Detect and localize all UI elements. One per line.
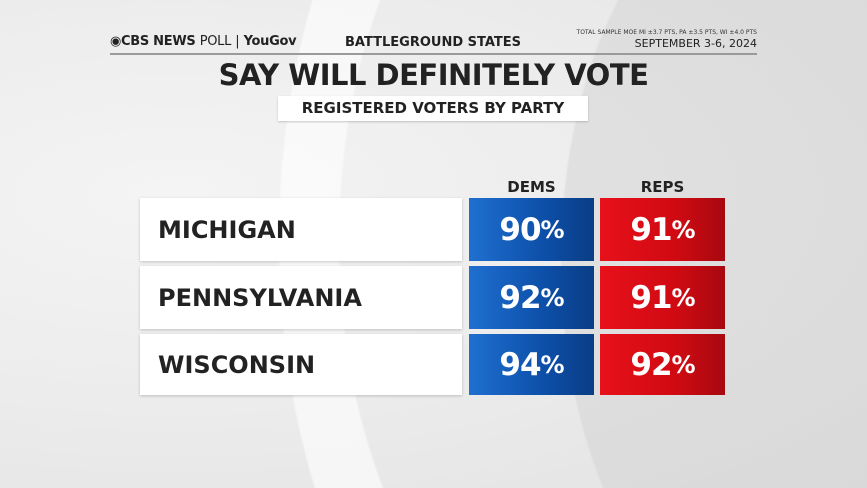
cbs-news-poll-yougov-logo: ◉CBS NEWS POLL | YouGov (110, 34, 297, 49)
percent-sign: % (671, 350, 696, 379)
column-header-reps: REPS (640, 178, 685, 196)
percent-sign: % (671, 283, 696, 312)
value-label: 92 (499, 279, 541, 316)
percent-sign: % (540, 350, 565, 379)
dems-value-cell: 90% (469, 198, 594, 261)
section-label: BATTLEGROUND STATES (345, 35, 522, 50)
reps-value-cell: 91% (600, 266, 725, 329)
chart-subtitle: REGISTERED VOTERS BY PARTY (278, 96, 588, 121)
column-header-dems: DEMS (507, 178, 556, 196)
value-label: 92 (630, 346, 672, 383)
value-label: 94 (499, 346, 541, 383)
reps-value-cell: 92% (600, 334, 725, 395)
header-divider (110, 53, 757, 55)
dems-value-cell: 92% (469, 266, 594, 329)
percent-sign: % (540, 283, 565, 312)
row-label: PENNSYLVANIA (140, 266, 462, 329)
poll-date: SEPTEMBER 3-6, 2024 (634, 37, 757, 50)
margin-of-error: TOTAL SAMPLE MOE MI ±3.7 PTS, PA ±3.5 PT… (576, 29, 757, 36)
row-label: WISCONSIN (140, 334, 462, 395)
percent-sign: % (671, 215, 696, 244)
value-label: 91 (630, 211, 672, 248)
value-label: 91 (630, 279, 672, 316)
value-label: 90 (499, 211, 541, 248)
reps-value-cell: 91% (600, 198, 725, 261)
row-label: MICHIGAN (140, 198, 462, 261)
dems-value-cell: 94% (469, 334, 594, 395)
chart-title: SAY WILL DEFINITELY VOTE (218, 58, 649, 92)
percent-sign: % (540, 215, 565, 244)
